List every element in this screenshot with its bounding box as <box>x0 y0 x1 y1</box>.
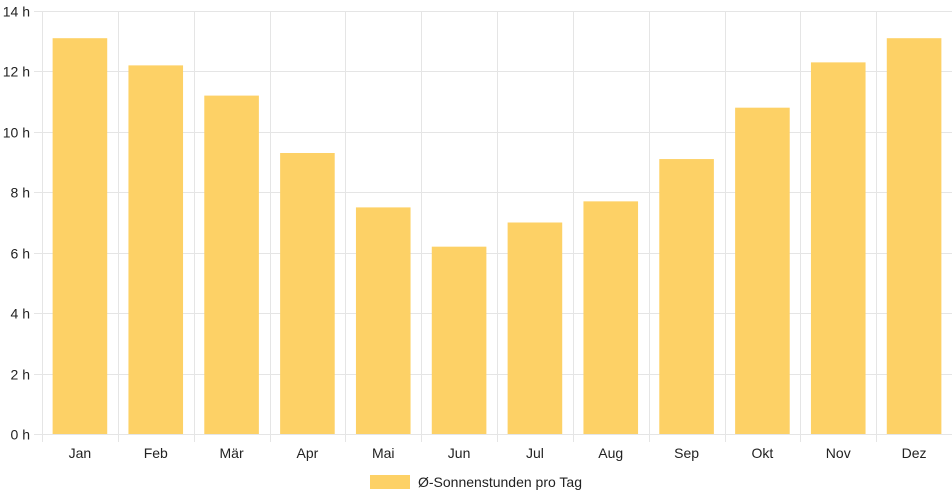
x-tick-label: Jun <box>448 445 471 461</box>
bar-Mär <box>204 95 259 434</box>
y-tick-label: 8 h <box>11 185 30 201</box>
y-tick-label: 10 h <box>3 125 30 141</box>
x-tick-label: Sep <box>674 445 699 461</box>
y-tick-label: 6 h <box>11 246 30 262</box>
bar-Sep <box>659 159 714 435</box>
x-tick-label: Apr <box>297 445 319 461</box>
x-tick-label: Aug <box>598 445 623 461</box>
grid-lines <box>34 11 952 442</box>
legend-swatch <box>370 475 410 489</box>
y-tick-label: 14 h <box>3 4 30 20</box>
bar-Jan <box>52 38 108 434</box>
y-tick-label: 0 h <box>11 427 30 443</box>
x-tick-label: Feb <box>144 445 168 461</box>
bar-series <box>52 38 942 435</box>
x-tick-label: Jan <box>69 445 92 461</box>
bar-Apr <box>280 153 335 434</box>
x-tick-label: Nov <box>826 445 851 461</box>
x-tick-label: Mär <box>220 445 244 461</box>
bar-Mai <box>355 207 411 434</box>
x-tick-label: Okt <box>752 445 774 461</box>
bar-Jul <box>507 222 563 434</box>
bar-Feb <box>128 65 184 434</box>
y-tick-label: 4 h <box>11 306 30 322</box>
x-tick-label: Mai <box>372 445 395 461</box>
bar-Nov <box>810 62 866 434</box>
legend: Ø-Sonnenstunden pro Tag <box>370 472 582 492</box>
y-tick-label: 2 h <box>11 367 30 383</box>
bar-Jun <box>431 246 487 434</box>
y-tick-label: 12 h <box>3 64 30 80</box>
legend-label: Ø-Sonnenstunden pro Tag <box>418 474 582 490</box>
x-tick-label: Jul <box>526 445 544 461</box>
y-axis: 0 h 2 h 4 h 6 h 8 h 10 h 12 h 14 h <box>3 4 30 443</box>
x-axis: Jan Feb Mär Apr Mai Jun Jul Aug Sep Okt Nov Dez <box>69 445 927 461</box>
x-tick-label: Dez <box>902 445 927 461</box>
bar-Okt <box>735 107 790 434</box>
bar-Aug <box>583 201 639 434</box>
bar-Dez <box>886 38 942 434</box>
